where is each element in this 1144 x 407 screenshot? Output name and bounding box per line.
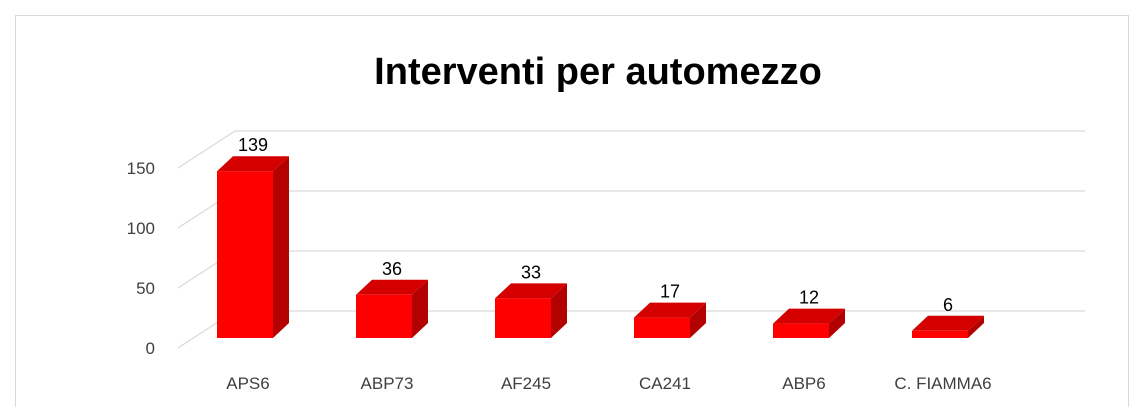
y-tick-label: 50: [136, 279, 155, 298]
bar-side: [968, 315, 984, 338]
x-tick-label: AF245: [501, 374, 551, 393]
bar-top: [634, 302, 706, 318]
bar-top: [217, 156, 289, 172]
value-label: 36: [382, 259, 402, 279]
y-tick-label: 150: [127, 159, 155, 178]
chart-border: [15, 15, 1129, 407]
bar-top: [356, 279, 428, 295]
value-label: 6: [943, 295, 953, 315]
bar: [912, 330, 968, 338]
x-tick-label: C. FIAMMA6: [894, 374, 991, 393]
x-tick-label: CA241: [639, 374, 691, 393]
y-tick-label: 0: [146, 339, 155, 358]
grid-line: [177, 130, 1085, 169]
bar: [773, 323, 829, 338]
value-label: 17: [660, 282, 680, 302]
x-tick-label: ABP73: [361, 374, 414, 393]
value-label: 12: [799, 288, 819, 308]
bar: [634, 317, 690, 338]
bar-top: [912, 315, 984, 331]
bar-side: [273, 156, 289, 338]
x-tick-label: APS6: [226, 374, 269, 393]
value-label: 33: [521, 262, 541, 282]
value-label: 139: [238, 135, 268, 155]
bar-side: [829, 308, 845, 338]
bar-top: [495, 283, 567, 299]
bar: [217, 171, 273, 338]
bar-side: [551, 283, 567, 338]
bar-side: [690, 302, 706, 338]
x-tick-label: ABP6: [782, 374, 825, 393]
bar: [495, 298, 551, 338]
bar-top: [773, 308, 845, 324]
y-tick-label: 100: [127, 219, 155, 238]
chart-title: Interventi per automezzo: [374, 51, 822, 93]
bar-side: [412, 279, 428, 338]
bar: [356, 294, 412, 338]
